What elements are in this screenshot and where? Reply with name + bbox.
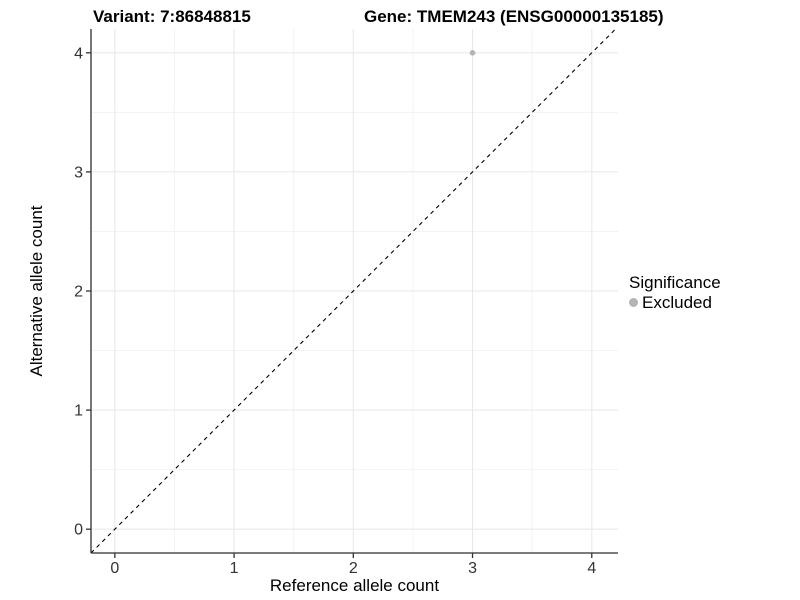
- y-tick-label: 4: [74, 45, 83, 62]
- excluded-point-icon: [629, 298, 638, 307]
- x-tick-label: 0: [110, 560, 119, 577]
- x-tick-label: 1: [230, 560, 239, 577]
- y-axis-label: Alternative allele count: [27, 205, 46, 377]
- data-point: [469, 50, 476, 56]
- legend-item-label: Excluded: [642, 293, 712, 312]
- legend: Significance Excluded: [629, 273, 721, 312]
- y-tick-label: 1: [74, 403, 83, 420]
- y-tick-label: 0: [74, 522, 83, 539]
- x-axis-label: Reference allele count: [269, 576, 440, 595]
- y-tick-label: 3: [74, 164, 83, 181]
- legend-item-excluded: Excluded: [629, 293, 721, 312]
- variant-title: Variant: 7:86848815: [93, 7, 251, 26]
- gene-title: Gene: TMEM243 (ENSG00000135185): [364, 7, 664, 26]
- x-tick-label: 3: [468, 560, 477, 577]
- legend-title: Significance: [629, 273, 721, 292]
- x-tick-label: 2: [349, 560, 358, 577]
- x-tick-label: 4: [587, 560, 596, 577]
- y-tick-label: 2: [74, 284, 83, 301]
- identity-reference-line: [90, 28, 617, 554]
